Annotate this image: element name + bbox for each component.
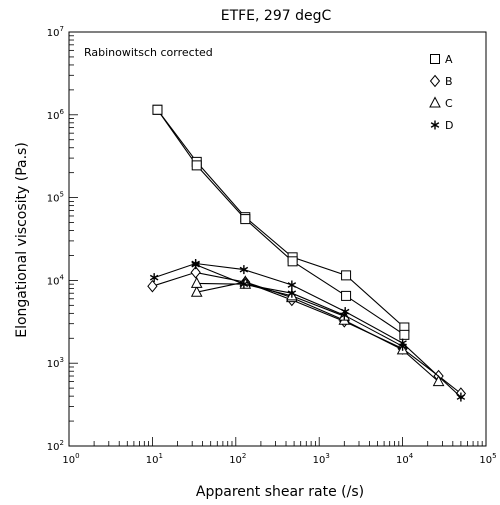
chart-title: ETFE, 297 degC	[221, 8, 332, 24]
plot-frame	[68, 31, 487, 447]
series-b-marker	[147, 279, 158, 293]
x-tick-label: 103	[313, 452, 330, 466]
series-c-marker	[190, 276, 203, 288]
y-tick-label: 102	[47, 439, 64, 453]
legend-label: A	[445, 53, 453, 66]
legend-d-marker	[430, 120, 440, 130]
y-tick-label: 103	[47, 356, 64, 370]
x-tick-label: 100	[62, 452, 79, 466]
series-a-marker	[152, 104, 163, 115]
series-a-marker	[341, 290, 352, 301]
series-d-marker	[287, 280, 297, 290]
series-d-marker	[287, 288, 297, 298]
series-d-marker	[398, 341, 407, 351]
annotation-text: Rabinowitsch corrected	[84, 46, 213, 59]
x-tick-label: 102	[229, 452, 246, 466]
legend-label: B	[445, 75, 453, 88]
series-d-marker	[191, 260, 200, 270]
series-c-marker	[190, 285, 203, 297]
series-a-marker	[399, 329, 410, 340]
series-d-marker	[149, 273, 159, 283]
series-group	[147, 104, 467, 402]
y-tick-label: 106	[47, 108, 65, 122]
legend-c-marker	[429, 96, 441, 108]
series-d-marker	[239, 265, 249, 275]
series-a	[152, 104, 410, 340]
series-a-marker	[341, 270, 352, 281]
axis-ticks: 100 101 102 103 104 105 102 103 104 105 106 107	[47, 25, 497, 466]
y-tick-label: 107	[47, 25, 64, 39]
y-tick-label: 105	[47, 191, 64, 205]
series-d	[149, 258, 466, 402]
legend-b-marker	[429, 74, 441, 88]
series-a-marker	[287, 256, 298, 267]
series-a-line	[157, 109, 405, 328]
y-axis-label: Elongational viscosity (Pa.s)	[14, 142, 30, 338]
y-tick-label: 104	[47, 273, 65, 287]
series-a-line	[157, 109, 405, 336]
series-d-marker	[456, 392, 466, 402]
series-d-marker	[239, 279, 249, 289]
series-d-marker	[340, 310, 349, 320]
series-a-marker	[240, 214, 251, 225]
legend-a-marker	[430, 54, 440, 64]
series-c-line	[196, 282, 345, 317]
x-axis-label: Apparent shear rate (/s)	[196, 484, 364, 500]
x-tick-label: 104	[396, 452, 414, 466]
legend-label: D	[445, 119, 453, 132]
legend-label: C	[445, 97, 453, 110]
series-b-marker	[190, 266, 201, 279]
series-c-marker	[432, 374, 445, 387]
x-tick-label: 105	[479, 452, 496, 466]
series-a-marker	[191, 160, 202, 171]
x-tick-label: 101	[146, 452, 163, 466]
